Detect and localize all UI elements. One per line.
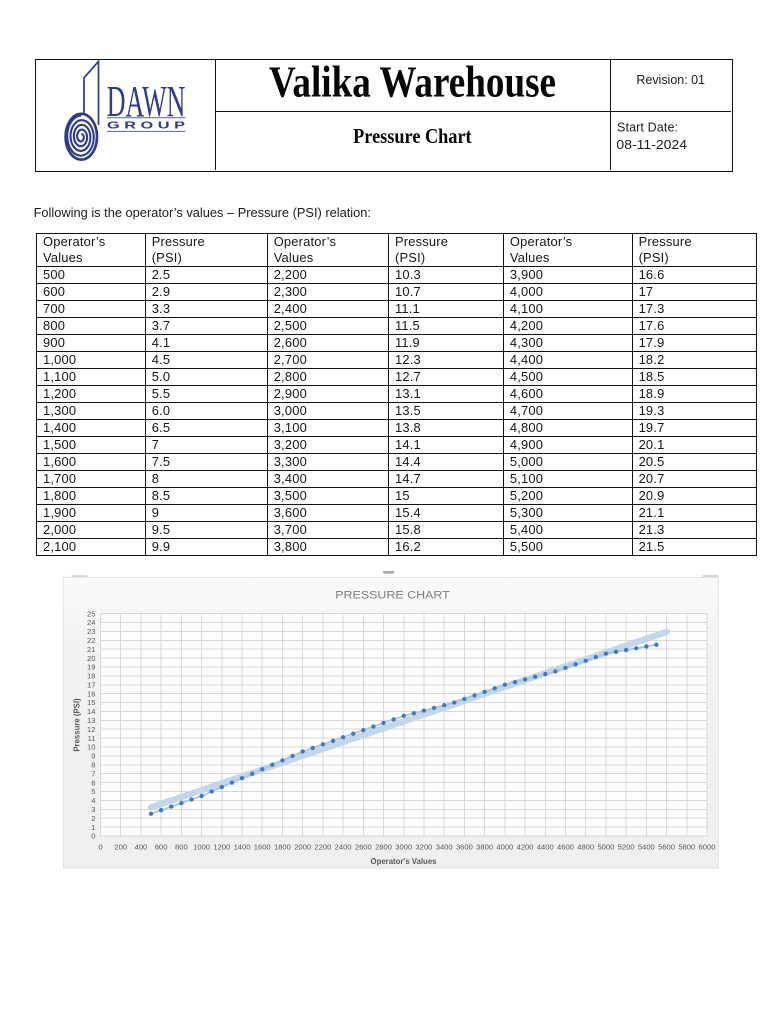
svg-text:600: 600 [155,843,168,852]
svg-text:6: 6 [91,778,95,787]
svg-text:10: 10 [87,743,95,752]
svg-text:15: 15 [87,698,95,707]
svg-text:21: 21 [87,645,95,654]
svg-text:Start Date:: Start Date: [617,120,678,134]
svg-text:0: 0 [91,832,95,841]
svg-text:2000: 2000 [294,843,311,852]
svg-text:2: 2 [91,814,95,823]
svg-text:1800: 1800 [274,843,291,852]
svg-text:3200: 3200 [416,843,433,852]
svg-text:18: 18 [87,672,95,681]
svg-text:12: 12 [87,725,95,734]
svg-text:5400: 5400 [638,843,655,852]
svg-text:25: 25 [87,609,95,618]
svg-text:22: 22 [87,636,95,645]
svg-text:4200: 4200 [517,843,534,852]
svg-text:400: 400 [135,843,148,852]
svg-text:Following is the operator’s va: Following is the operator’s values – Pre… [34,206,371,220]
svg-text:Revision: 01: Revision: 01 [636,73,705,87]
svg-text:1: 1 [91,823,95,832]
svg-text:4600: 4600 [557,843,574,852]
svg-text:20: 20 [87,654,95,663]
svg-text:3600: 3600 [456,843,473,852]
svg-text:08-11-2024: 08-11-2024 [616,138,687,152]
svg-text:1200: 1200 [213,843,230,852]
svg-text:5000: 5000 [597,843,614,852]
svg-text:11: 11 [88,734,96,743]
svg-text:16: 16 [87,689,95,698]
svg-text:24: 24 [87,618,95,627]
svg-text:3: 3 [91,805,95,814]
svg-text:17: 17 [87,680,95,689]
svg-text:23: 23 [87,627,95,636]
svg-text:1000: 1000 [193,843,210,852]
svg-text:800: 800 [175,843,188,852]
svg-text:2800: 2800 [375,843,392,852]
svg-text:7: 7 [91,769,95,778]
svg-text:5800: 5800 [678,843,695,852]
svg-text:9: 9 [91,752,95,761]
svg-text:Operator's Values: Operator's Values [371,857,438,866]
svg-text:13: 13 [87,716,95,725]
svg-text:PRESSURE CHART: PRESSURE CHART [335,590,450,602]
svg-text:4000: 4000 [496,843,513,852]
svg-text:Valika Warehouse: Valika Warehouse [269,57,556,106]
svg-text:Pressure Chart: Pressure Chart [353,125,472,148]
svg-text:8: 8 [91,761,95,770]
svg-text:5: 5 [91,787,95,796]
svg-text:19: 19 [87,663,95,672]
svg-text:2600: 2600 [355,843,372,852]
svg-text:6000: 6000 [699,843,716,852]
svg-text:4400: 4400 [537,843,554,852]
svg-text:200: 200 [114,843,127,852]
svg-text:1600: 1600 [254,843,271,852]
svg-text:3000: 3000 [395,843,412,852]
svg-text:3800: 3800 [476,843,493,852]
svg-text:Pressure (PSI): Pressure (PSI) [73,698,82,752]
svg-text:0: 0 [98,843,102,852]
svg-text:2200: 2200 [314,843,331,852]
svg-text:3400: 3400 [436,843,453,852]
svg-text:4800: 4800 [577,843,594,852]
svg-text:G R O U P: G R O U P [107,119,185,131]
svg-text:5200: 5200 [618,843,635,852]
svg-text:14: 14 [87,707,95,716]
svg-text:4: 4 [91,796,95,805]
svg-text:1400: 1400 [234,843,251,852]
svg-text:5600: 5600 [658,843,675,852]
svg-text:2400: 2400 [335,843,352,852]
